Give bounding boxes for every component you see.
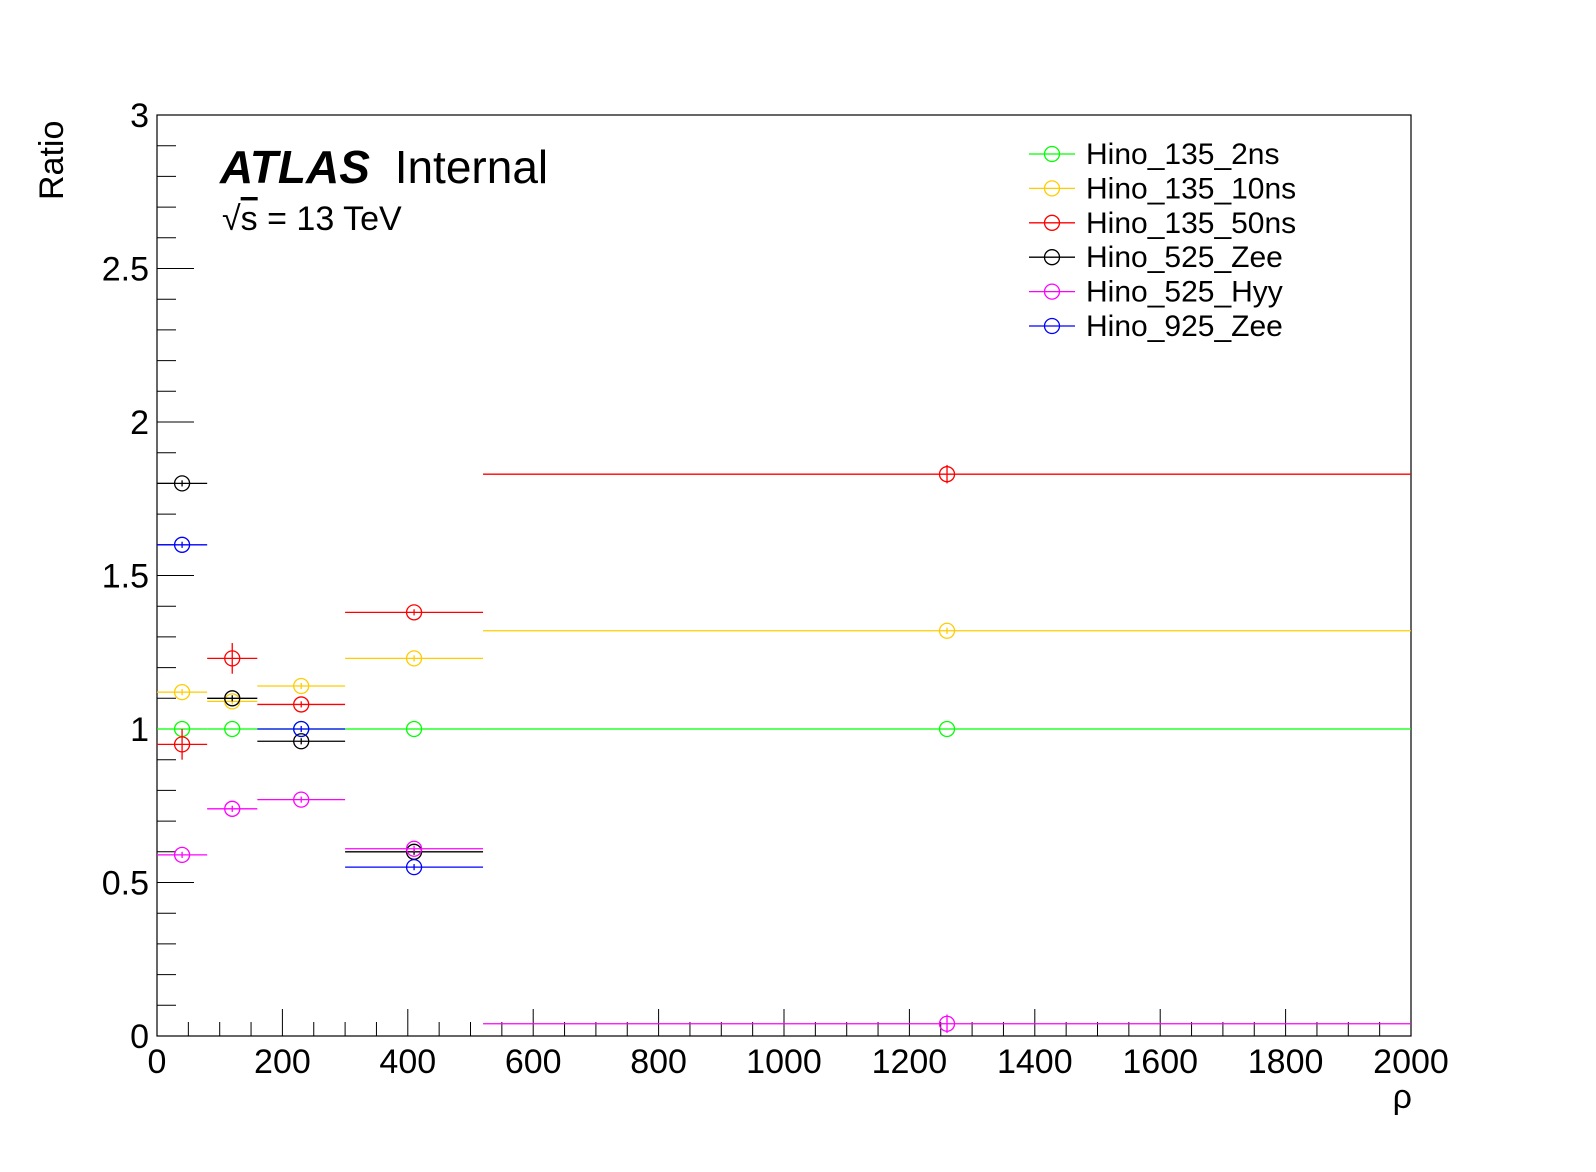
- y-tick-label: 3: [130, 97, 149, 135]
- legend: Hino_135_2nsHino_135_10nsHino_135_50nsHi…: [1029, 138, 1296, 343]
- legend-label: Hino_135_50ns: [1086, 207, 1296, 240]
- x-axis: 0 200 400 600 800 1000 1200 1400 1600 1800 2000: [148, 1009, 1449, 1081]
- legend-label: Hino_925_Zee: [1086, 310, 1283, 343]
- x-tick-label: 1400: [997, 1043, 1073, 1081]
- data-point: [224, 690, 241, 707]
- data-point: [173, 736, 191, 753]
- data-point: [405, 859, 423, 876]
- legend-marker: [1043, 317, 1061, 335]
- data-point: [293, 733, 310, 750]
- data-point: [224, 800, 241, 817]
- legend-marker: [1043, 283, 1061, 300]
- x-axis-label: ρ: [1393, 1078, 1412, 1116]
- series-Hino_135_50ns: [157, 464, 1411, 760]
- legend-label: Hino_135_10ns: [1086, 172, 1296, 205]
- x-tick-label: 1200: [872, 1043, 948, 1081]
- series-Hino_135_10ns: [157, 622, 1411, 710]
- data-point: [173, 846, 191, 864]
- x-tick-label: 2000: [1373, 1043, 1449, 1081]
- data-point: [293, 677, 310, 695]
- legend-label: Hino_525_Zee: [1086, 241, 1283, 274]
- energy-s: s: [241, 200, 258, 238]
- energy-value: = 13 TeV: [258, 200, 402, 238]
- legend-label: Hino_525_Hyy: [1086, 276, 1283, 309]
- internal-text: Internal: [395, 141, 548, 193]
- data-series: [157, 464, 1411, 1033]
- atlas-text: ATLAS: [219, 141, 370, 193]
- series-Hino_525_Hyy: [157, 791, 1411, 1033]
- legend-marker: [1043, 249, 1061, 266]
- series-Hino_525_Zee: [157, 475, 484, 860]
- data-point: [938, 1015, 956, 1032]
- data-point: [938, 622, 956, 639]
- atlas-label: ATLAS Internal: [219, 141, 548, 193]
- y-tick-label: 2: [130, 404, 149, 442]
- x-tick-label: 400: [379, 1043, 436, 1081]
- data-point: [938, 466, 956, 483]
- data-point: [405, 650, 423, 667]
- y-tick-label: 0: [130, 1018, 149, 1056]
- data-point: [293, 696, 310, 713]
- data-point: [173, 475, 191, 492]
- data-point: [293, 791, 310, 808]
- data-point: [224, 650, 241, 667]
- data-point: [405, 604, 423, 621]
- legend-entry: Hino_925_Zee: [1029, 310, 1283, 343]
- y-tick-label: 2.5: [102, 251, 149, 289]
- data-point: [405, 840, 423, 857]
- data-point: [173, 536, 191, 553]
- x-tick-label: 1000: [746, 1043, 822, 1081]
- legend-label: Hino_135_2ns: [1086, 138, 1280, 171]
- y-axis: 0 0.5 1 1.5 2 2.5 3: [102, 97, 194, 1056]
- y-tick-label: 1.5: [102, 558, 149, 596]
- legend-marker: [1043, 180, 1061, 197]
- data-point: [938, 720, 956, 738]
- data-point: [173, 684, 191, 701]
- x-tick-label: 800: [630, 1043, 687, 1081]
- data-point: [405, 720, 423, 738]
- legend-entry: Hino_135_10ns: [1029, 172, 1296, 205]
- energy-label: √s = 13 TeV: [222, 200, 402, 238]
- legend-marker: [1043, 145, 1061, 163]
- series-Hino_925_Zee: [157, 536, 484, 876]
- x-tick-label: 0: [148, 1043, 167, 1081]
- sqrt-symbol: √: [222, 200, 241, 238]
- x-tick-label: 1800: [1248, 1043, 1324, 1081]
- y-tick-label: 1: [130, 711, 149, 749]
- x-tick-label: 600: [505, 1043, 562, 1081]
- x-tick-label: 1600: [1122, 1043, 1198, 1081]
- legend-entry: Hino_525_Zee: [1029, 241, 1283, 274]
- y-tick-label: 0.5: [102, 865, 149, 903]
- x-tick-label: 200: [254, 1043, 311, 1081]
- y-axis-label: Ratio: [33, 121, 71, 200]
- legend-entry: Hino_135_2ns: [1029, 138, 1280, 171]
- legend-entry: Hino_525_Hyy: [1029, 276, 1283, 309]
- legend-marker: [1043, 214, 1061, 231]
- legend-entry: Hino_135_50ns: [1029, 207, 1296, 240]
- data-point: [224, 720, 241, 738]
- data-point: [293, 720, 310, 738]
